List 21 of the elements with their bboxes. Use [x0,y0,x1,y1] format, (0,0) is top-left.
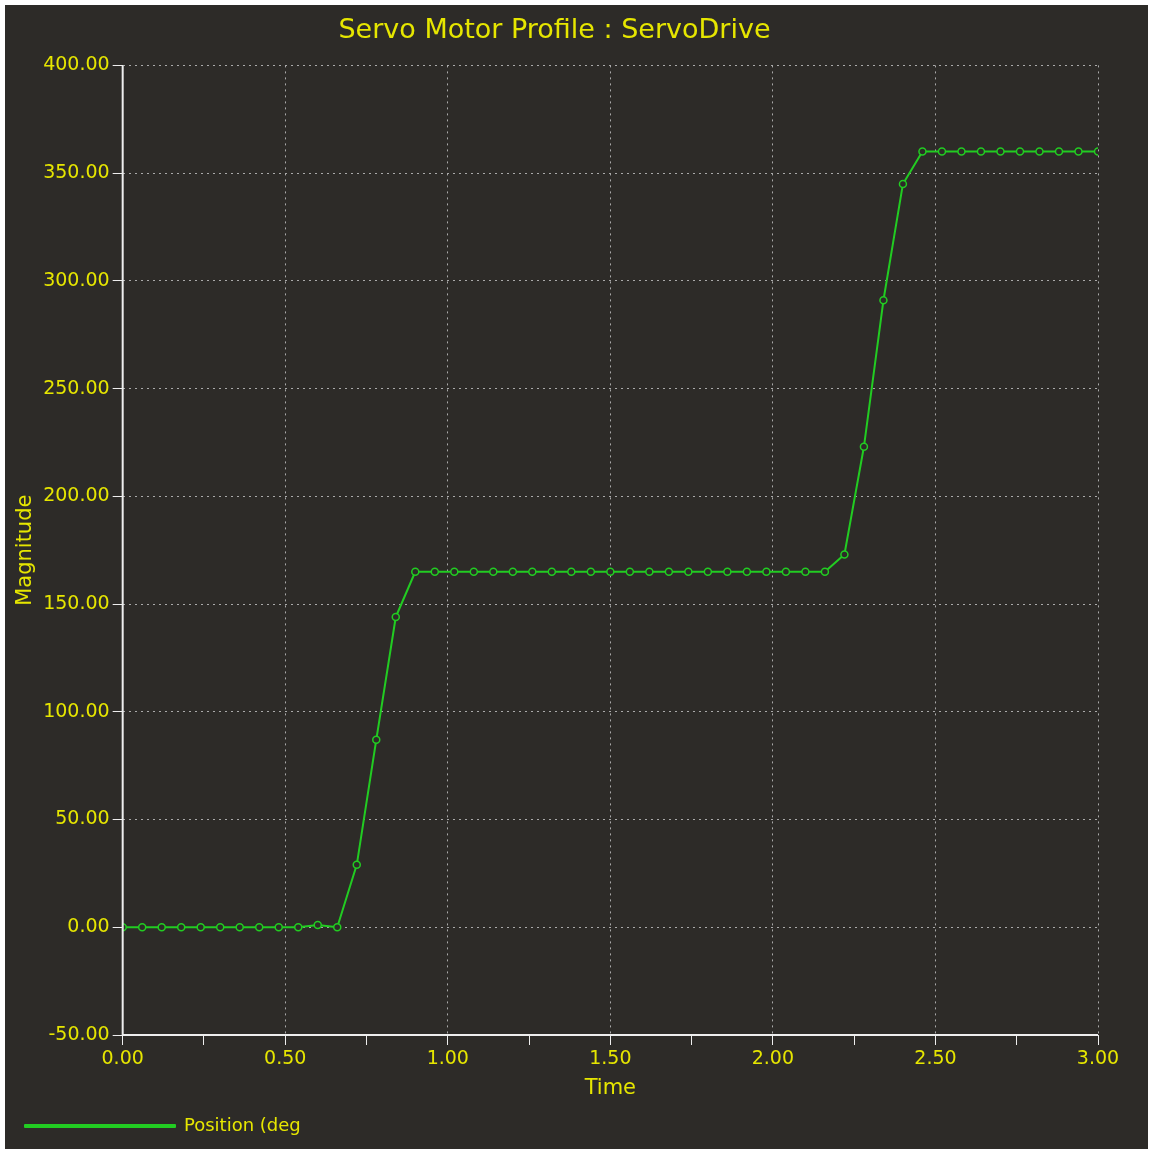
y-tick-label: 100.00 [43,698,110,721]
x-tick-label: 2.00 [751,1046,795,1069]
y-tick-label: 300.00 [43,267,110,290]
text: Position (deg [184,1113,301,1135]
x-tick-label: 0.50 [264,1046,307,1069]
y-tick-label: 150.00 [43,591,110,613]
x-axis-title: Time [583,1074,637,1099]
x-tick-label: 2.50 [914,1046,957,1069]
y-tick-label: 400.00 [43,52,110,75]
x-tick-label: 0.00 [101,1046,144,1069]
y-tick-label: 350.00 [43,160,110,183]
chart-title: Servo Motor Profile : ServoDrive [338,13,771,45]
x-tick-label: 1.50 [589,1046,632,1069]
y-tick-label: 0.00 [67,914,110,937]
y-tick-label: -50.00 [48,1021,110,1044]
y-tick-label: 200.00 [43,483,110,506]
x-tick-label: 3.00 [1076,1046,1120,1069]
y-axis-title: Magnitude [12,494,37,606]
y-tick-label: 250.00 [43,375,110,398]
x-tick-label: 1.00 [426,1046,469,1069]
y-tick-label: 50.00 [55,806,110,829]
